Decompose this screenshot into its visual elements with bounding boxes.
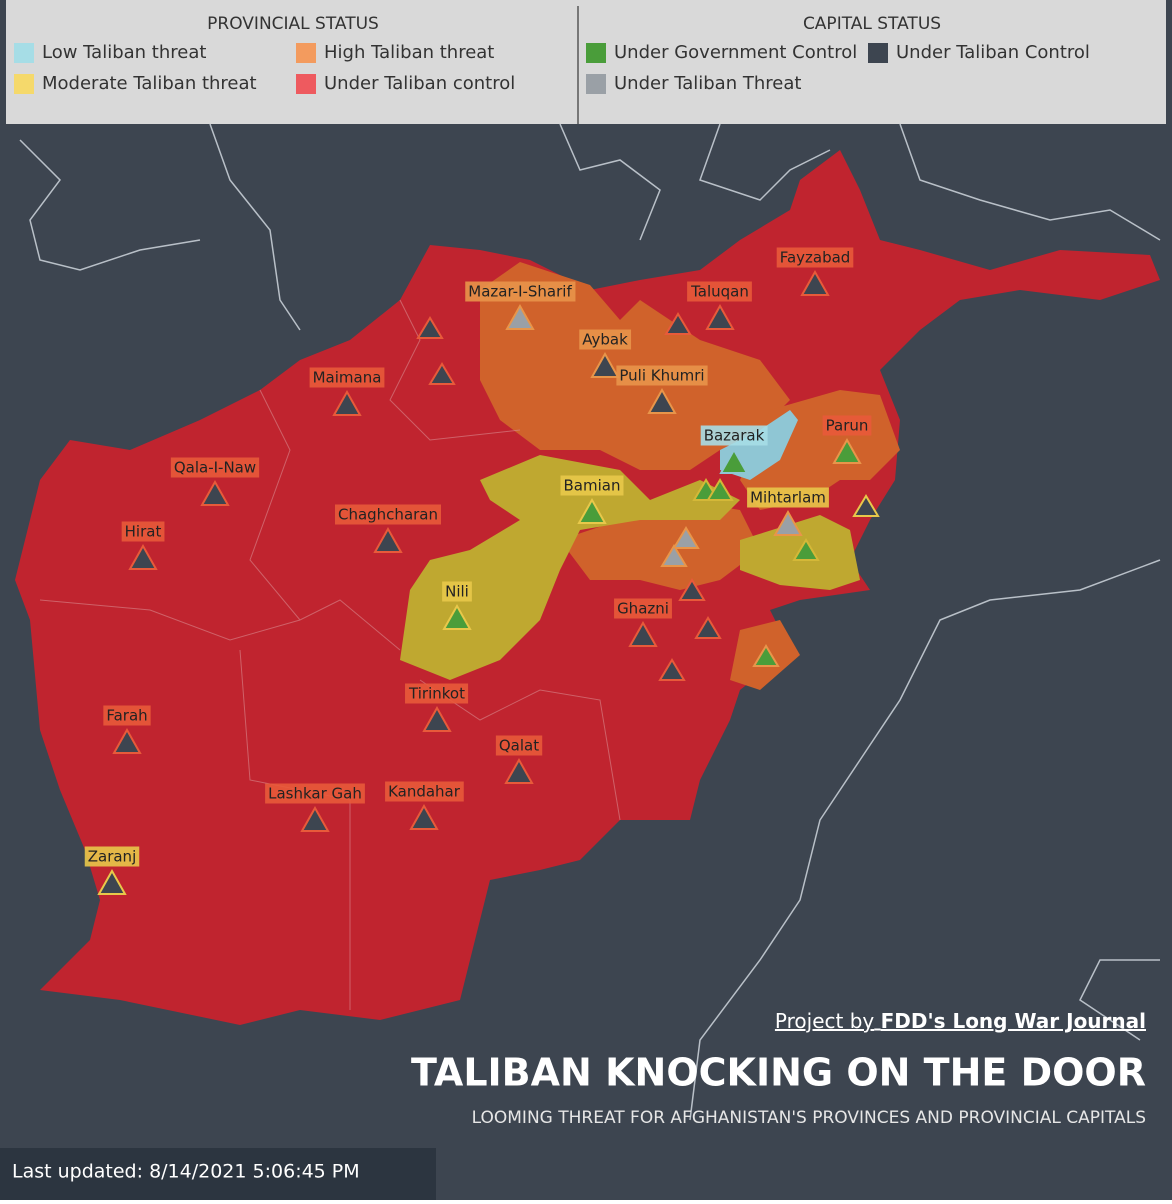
capital-marker bbox=[332, 389, 362, 416]
city-label: Lashkar Gah bbox=[268, 785, 362, 803]
city-label-bg bbox=[687, 281, 752, 302]
legend-swatch bbox=[296, 43, 316, 63]
legend-swatch bbox=[14, 74, 34, 94]
city-label: Aybak bbox=[582, 331, 628, 349]
capital-marker bbox=[505, 303, 535, 330]
city-label: Zaranj bbox=[88, 848, 137, 866]
city-label: Puli Khumri bbox=[619, 367, 704, 385]
capital-marker bbox=[647, 387, 677, 414]
city-label-bg bbox=[776, 247, 854, 268]
capital-marker bbox=[422, 705, 452, 732]
city-label: Ghazni bbox=[617, 600, 669, 618]
city-label-bg bbox=[616, 365, 708, 386]
city-label-bg bbox=[442, 581, 472, 602]
city-label-bg bbox=[103, 705, 151, 726]
city-label: Mazar-I-Sharif bbox=[468, 283, 572, 301]
capital-marker bbox=[590, 351, 620, 378]
city-label-bg bbox=[822, 415, 872, 436]
city-label: Parun bbox=[826, 417, 869, 435]
capital-marker bbox=[112, 727, 142, 754]
capital-marker bbox=[128, 543, 158, 570]
city-label-bg bbox=[579, 329, 632, 350]
capital-marker bbox=[373, 526, 403, 553]
city-label-bg bbox=[465, 281, 576, 302]
city-label-bg bbox=[385, 781, 464, 802]
capital-marker bbox=[719, 447, 749, 474]
legend-label: Under Taliban Control bbox=[896, 42, 1090, 63]
legend: Low Taliban threat High Taliban threat Mod… bbox=[14, 42, 1090, 94]
title: TALIBAN KNOCKING ON THE DOOR bbox=[411, 1051, 1146, 1095]
capital-marker bbox=[442, 603, 472, 630]
footer-panel bbox=[0, 1148, 436, 1200]
city-label-bg bbox=[405, 683, 469, 704]
capital-marker bbox=[409, 803, 439, 830]
city-label: Qala-I-Naw bbox=[174, 459, 256, 477]
legend-swatch bbox=[868, 43, 888, 63]
city-label: Mihtarlam bbox=[750, 489, 826, 507]
legend-title: PROVINCIAL STATUS bbox=[207, 14, 379, 34]
city-label: Farah bbox=[106, 707, 147, 725]
city-layer: Fayzabad Mazar-I-Sharif Taluqan Aybak Maiman… bbox=[84, 247, 872, 895]
legend-label: Under Taliban Threat bbox=[614, 73, 801, 94]
city-label-bg bbox=[495, 735, 543, 756]
city-label: Bazarak bbox=[704, 427, 765, 445]
city-label: Kandahar bbox=[388, 783, 461, 801]
last-updated: Last updated: 8/14/2021 5:06:45 PM bbox=[12, 1161, 360, 1183]
borders bbox=[19, 123, 1161, 1121]
capital-marker bbox=[200, 479, 230, 506]
capital-marker bbox=[773, 509, 803, 536]
city-label: Chaghcharan bbox=[338, 506, 438, 524]
capital-marker bbox=[577, 497, 607, 524]
legend-title: CAPITAL STATUS bbox=[803, 14, 941, 34]
legend-label: Moderate Taliban threat bbox=[42, 73, 257, 94]
city-label: Hirat bbox=[125, 523, 162, 541]
legend-label: Under Government Control bbox=[614, 42, 857, 63]
city-label: Nili bbox=[445, 583, 469, 601]
city-label: Tirinkot bbox=[408, 685, 465, 703]
city-label-bg bbox=[334, 504, 442, 525]
credit-prefix: Project by bbox=[775, 1009, 874, 1033]
city-label-bg bbox=[560, 475, 624, 496]
city-label-bg bbox=[170, 457, 260, 478]
capital-marker bbox=[832, 437, 862, 464]
city-label-bg bbox=[309, 367, 385, 388]
capital-markers bbox=[416, 312, 880, 681]
city-label-bg bbox=[84, 846, 140, 867]
city-label: Bamian bbox=[564, 477, 621, 495]
legend-swatch bbox=[586, 74, 606, 94]
capital-marker bbox=[705, 303, 735, 330]
city-label-bg bbox=[747, 487, 829, 508]
city-label: Maimana bbox=[313, 369, 382, 387]
city-label-bg bbox=[614, 598, 672, 619]
capital-marker bbox=[800, 269, 830, 296]
legend-swatch bbox=[586, 43, 606, 63]
capital-marker bbox=[504, 757, 534, 784]
city-label-bg bbox=[265, 783, 365, 804]
city-label: Qalat bbox=[499, 737, 539, 755]
city-label-bg bbox=[121, 521, 165, 542]
legend-swatch bbox=[14, 43, 34, 63]
city-label: Taluqan bbox=[690, 283, 749, 301]
credit: Project by FDD's Long War Journal bbox=[775, 1009, 1146, 1033]
credit-source: FDD's Long War Journal bbox=[881, 1009, 1146, 1033]
legend-label: High Taliban threat bbox=[324, 42, 494, 63]
legend-swatch bbox=[296, 74, 316, 94]
city-label-bg bbox=[700, 425, 768, 446]
subtitle: LOOMING THREAT FOR AFGHANISTAN'S PROVINC… bbox=[472, 1108, 1146, 1128]
capital-marker bbox=[300, 805, 330, 832]
legend-label: Low Taliban threat bbox=[42, 42, 206, 63]
capital-marker bbox=[628, 620, 658, 647]
city-label: Fayzabad bbox=[780, 249, 851, 267]
legend-label: Under Taliban control bbox=[324, 73, 515, 94]
capital-marker bbox=[97, 868, 127, 895]
